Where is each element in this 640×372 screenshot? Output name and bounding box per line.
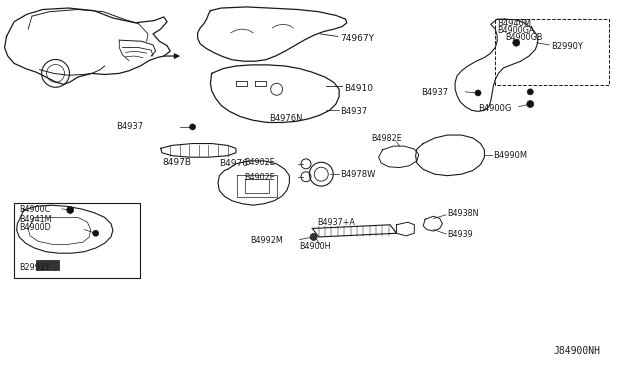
Text: B4990M: B4990M	[493, 151, 527, 160]
Circle shape	[93, 230, 99, 236]
Text: B4900G: B4900G	[478, 104, 511, 113]
Text: B4982E: B4982E	[371, 134, 402, 143]
Circle shape	[189, 124, 196, 130]
Circle shape	[527, 100, 534, 108]
Text: B4938N: B4938N	[447, 209, 479, 218]
Circle shape	[513, 39, 520, 46]
Text: B4900H: B4900H	[300, 243, 331, 251]
Text: J84900NH: J84900NH	[554, 346, 600, 356]
Text: B4902E: B4902E	[244, 173, 275, 182]
Text: B4941M: B4941M	[19, 215, 52, 224]
Text: B4900GA: B4900GA	[497, 26, 534, 35]
Text: 74967Y: 74967Y	[340, 34, 374, 43]
Text: B4937: B4937	[340, 107, 367, 116]
Circle shape	[475, 90, 481, 96]
Text: B4940M: B4940M	[497, 19, 531, 28]
Text: B4992M: B4992M	[250, 236, 283, 245]
Text: B4937+A: B4937+A	[317, 218, 355, 227]
Text: B4900GB: B4900GB	[505, 33, 542, 42]
Bar	[14, 203, 140, 278]
Text: B2990Y: B2990Y	[550, 42, 582, 51]
Text: B4900C: B4900C	[19, 205, 51, 215]
Text: B4900D: B4900D	[19, 223, 51, 232]
Text: B4976N: B4976N	[269, 114, 303, 123]
Text: B4910: B4910	[344, 84, 373, 93]
Text: B4902E: B4902E	[244, 157, 275, 167]
Text: B4939: B4939	[447, 230, 473, 239]
Bar	[36, 260, 59, 270]
Bar	[495, 19, 609, 85]
Text: B2991Y: B2991Y	[19, 263, 50, 272]
Circle shape	[310, 234, 317, 240]
Text: B4937: B4937	[420, 89, 448, 97]
Text: B4937: B4937	[116, 122, 143, 131]
Text: B4976: B4976	[220, 158, 248, 168]
Text: B4978W: B4978W	[340, 170, 376, 179]
Text: 8497B: 8497B	[162, 157, 191, 167]
Circle shape	[527, 89, 533, 95]
Circle shape	[67, 206, 74, 214]
